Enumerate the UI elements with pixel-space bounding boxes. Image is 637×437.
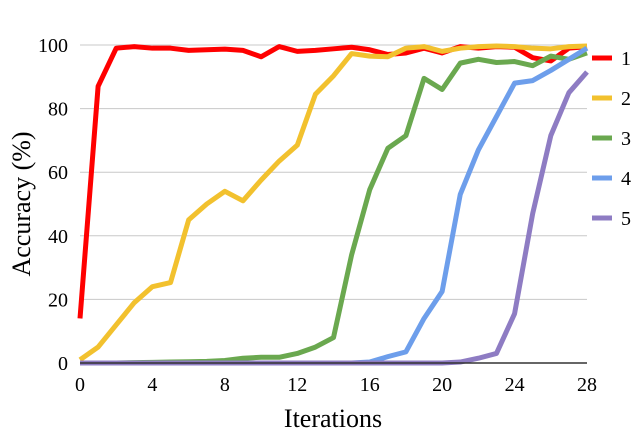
- y-tick-label: 40: [48, 226, 68, 248]
- y-tick-label: 20: [48, 289, 68, 311]
- x-axis-label: Iterations: [284, 404, 382, 432]
- legend-label-1: 1: [621, 48, 631, 70]
- y-axis-label: Accuracy (%): [7, 131, 36, 276]
- y-tick-label: 60: [48, 162, 68, 184]
- series-line-5: [80, 70, 589, 366]
- x-tick-label: 8: [220, 374, 230, 396]
- y-tick-label: 80: [48, 99, 68, 121]
- x-tick-label: 28: [577, 374, 597, 396]
- legend-label-4: 4: [621, 168, 631, 190]
- legend-label-2: 2: [621, 88, 631, 110]
- x-tick-label: 12: [287, 374, 307, 396]
- x-tick-label: 4: [147, 374, 157, 396]
- x-tick-label: 20: [432, 374, 452, 396]
- x-tick-label: 0: [75, 374, 85, 396]
- x-tick-label: 16: [360, 374, 380, 396]
- x-tick-label: 24: [505, 374, 525, 396]
- series-line-2: [78, 43, 588, 362]
- y-tick-label: 100: [38, 35, 68, 57]
- legend-label-3: 3: [621, 128, 631, 150]
- y-tick-label: 0: [58, 353, 68, 375]
- legend-label-5: 5: [621, 208, 631, 230]
